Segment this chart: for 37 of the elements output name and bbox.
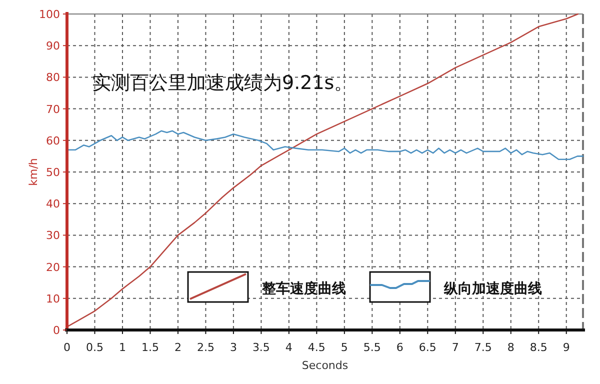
x-tick-label: 3	[230, 341, 237, 354]
x-tick-label: 7	[452, 341, 459, 354]
x-tick-label: 3.5	[252, 341, 270, 354]
y-tick-label: 40	[46, 198, 60, 211]
x-tick-label: 0.5	[86, 341, 104, 354]
x-tick-label: 5.5	[363, 341, 381, 354]
legend-label: 纵向加速度曲线	[443, 280, 542, 297]
x-tick-label: 1.5	[141, 341, 159, 354]
x-tick-label: 8.5	[530, 341, 548, 354]
y-tick-label: 100	[39, 8, 60, 21]
y-tick-label: 90	[46, 40, 60, 53]
x-tick-label: 4.5	[308, 341, 326, 354]
x-tick-label: 1	[118, 341, 126, 354]
x-tick-label: 4	[285, 341, 292, 354]
line-series	[66, 130, 584, 160]
x-tick-label: 7.5	[474, 341, 492, 354]
x-tick-label: 6	[396, 341, 404, 354]
legend-label: 整车速度曲线	[261, 280, 346, 297]
x-tick-label: 9	[562, 341, 570, 354]
y-tick-label: 60	[46, 134, 60, 148]
y-tick-label: 70	[46, 102, 60, 116]
y-tick-label: 20	[46, 260, 60, 274]
y-tick-label: 30	[46, 229, 60, 242]
x-tick-label: 8	[507, 341, 514, 354]
x-tick-label: 2.5	[196, 341, 214, 354]
x-axis-title: Seconds	[302, 359, 348, 372]
x-tick-label: 5	[340, 341, 348, 354]
y-tick-label: 0	[53, 324, 60, 337]
y-tick-label: 10	[46, 292, 60, 306]
y-tick-label: 80	[46, 71, 60, 84]
y-axis-title: km/h	[27, 158, 40, 186]
x-tick-label: 0	[64, 341, 70, 354]
y-tick-label: 50	[46, 166, 60, 179]
line-series	[66, 13, 579, 328]
x-tick-label: 6.5	[418, 341, 436, 354]
annotation: 实测百公里加速成绩为9.21s。	[92, 72, 354, 94]
x-tick-label: 2	[174, 341, 182, 354]
